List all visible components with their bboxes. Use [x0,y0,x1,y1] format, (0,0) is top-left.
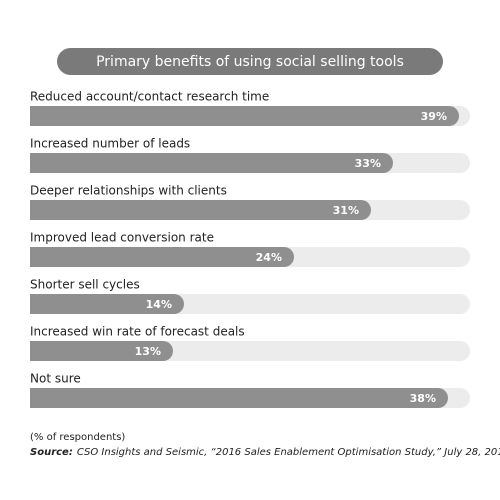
category-label: Not sure [30,372,81,386]
category-label: Deeper relationships with clients [30,184,227,198]
source: CSO Insights and Seismic, “2016 Sales En… [77,447,500,458]
category-label: Shorter sell cycles [30,278,140,292]
chart-title: Primary benefits of using social selling… [96,54,404,70]
value-label: 39% [421,110,447,123]
bar [30,341,173,361]
value-label: 31% [333,204,359,217]
bar [30,388,448,408]
category-label: Increased number of leads [30,137,190,151]
bar [30,106,459,126]
title-pill [57,48,443,75]
note: (% of respondents) [30,432,125,443]
value-label: 33% [355,157,381,170]
category-label: Improved lead conversion rate [30,231,214,245]
bar [30,153,393,173]
category-label: Increased win rate of forecast deals [30,325,245,339]
source-label: Source: [30,447,73,458]
value-label: 24% [256,251,282,264]
value-label: 38% [410,392,436,405]
value-label: 14% [146,298,172,311]
bar [30,294,184,314]
category-label: Reduced account/contact research time [30,90,269,104]
bar [30,200,371,220]
source-line: Source: CSO Insights and Seismic, “2016 S… [30,447,500,458]
bar [30,247,294,267]
value-label: 13% [135,345,161,358]
